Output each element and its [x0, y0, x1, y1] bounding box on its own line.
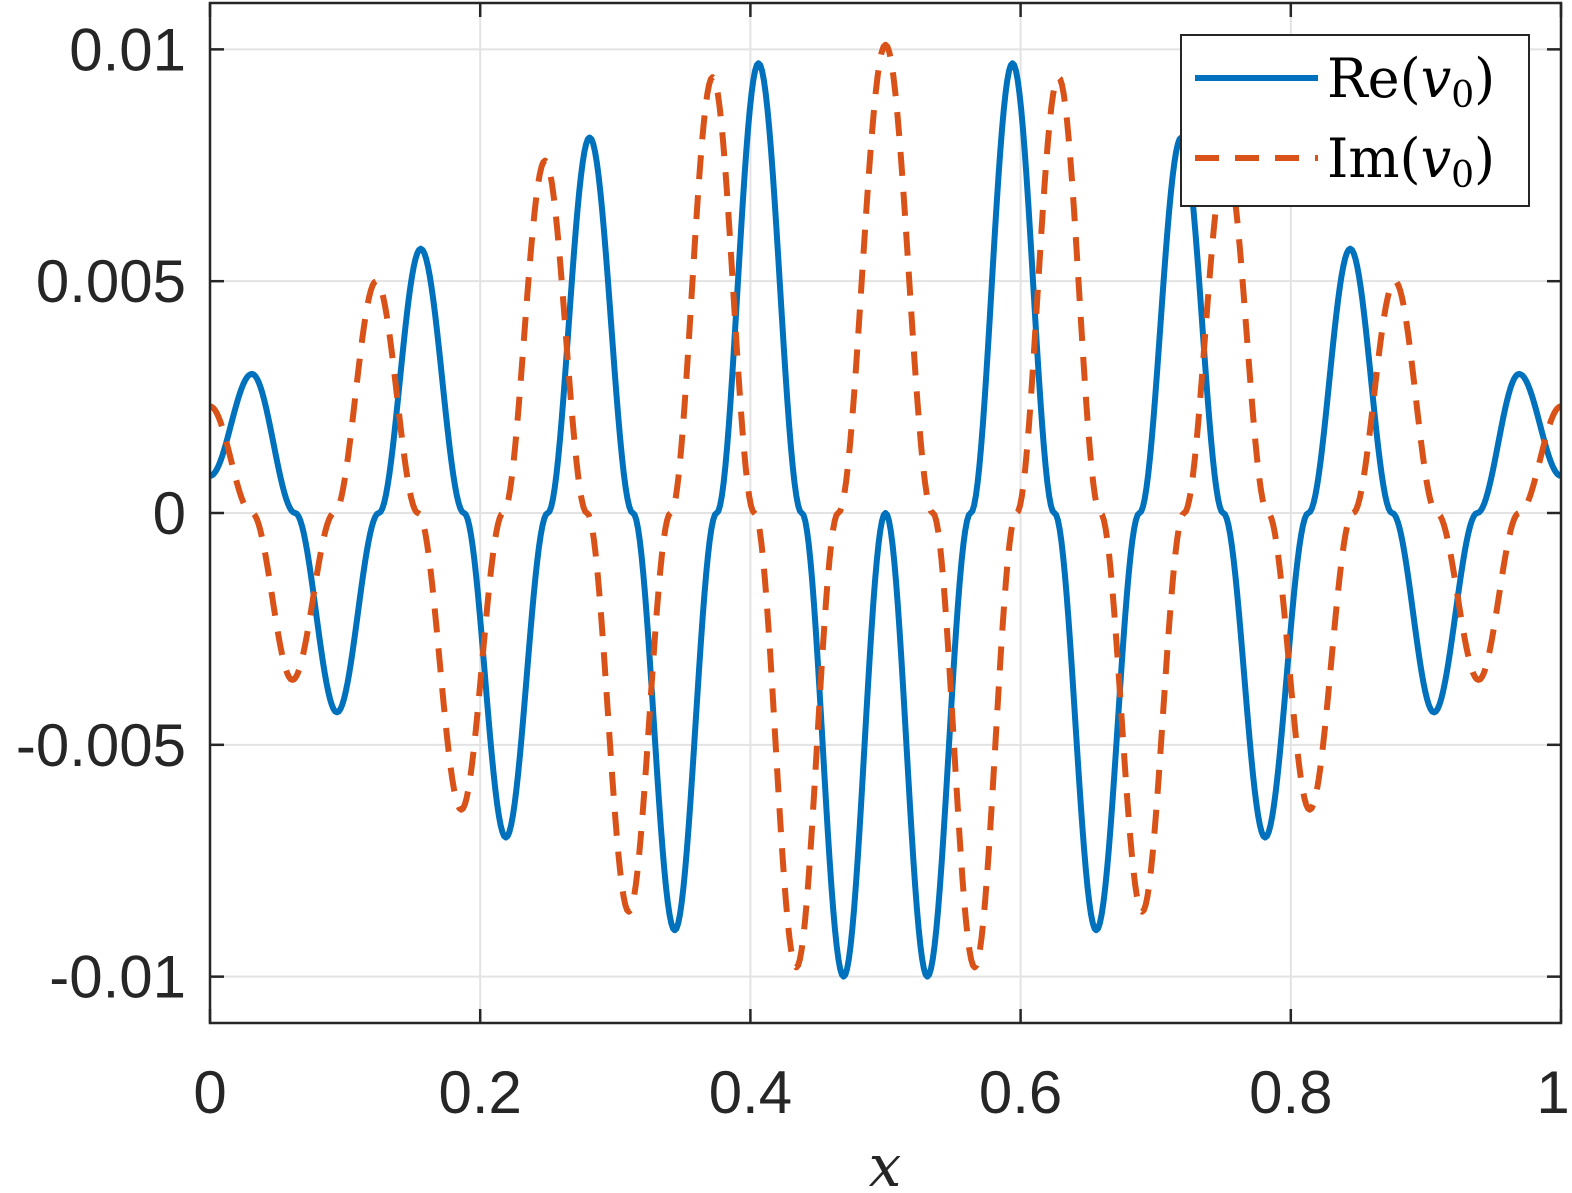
legend-label-im: Im(v0) [1327, 127, 1495, 196]
x-tick-label: 0.6 [979, 1059, 1062, 1126]
x-tick-label: 0.8 [1249, 1059, 1332, 1126]
x-tick-label: 0.2 [438, 1059, 521, 1126]
y-tick-label: 0 [153, 480, 186, 547]
x-tick-label: 0 [193, 1059, 226, 1126]
y-tick-label: -0.01 [49, 944, 186, 1011]
y-tick-label: 0.01 [69, 16, 186, 83]
y-tick-label: 0.005 [36, 248, 186, 315]
ticks: 0 0.2 0.4 0.6 0.8 1 -0.01 -0.005 0 0.005 0.01 [16, 3, 1570, 1126]
legend-label-re: Re(v0) [1327, 47, 1495, 116]
series-line-re-v0 [210, 60, 1561, 980]
x-tick-label: 1 [1536, 1059, 1569, 1126]
series-line-im-v0 [210, 41, 1561, 971]
legend-box [1180, 34, 1530, 207]
y-tick-label: -0.005 [16, 712, 186, 779]
x-tick-label: 0.4 [709, 1059, 792, 1126]
series-layer [210, 41, 1561, 980]
x-axis-label: x [869, 1132, 902, 1193]
legend: Re(v0) Im(v0) [1180, 34, 1530, 207]
